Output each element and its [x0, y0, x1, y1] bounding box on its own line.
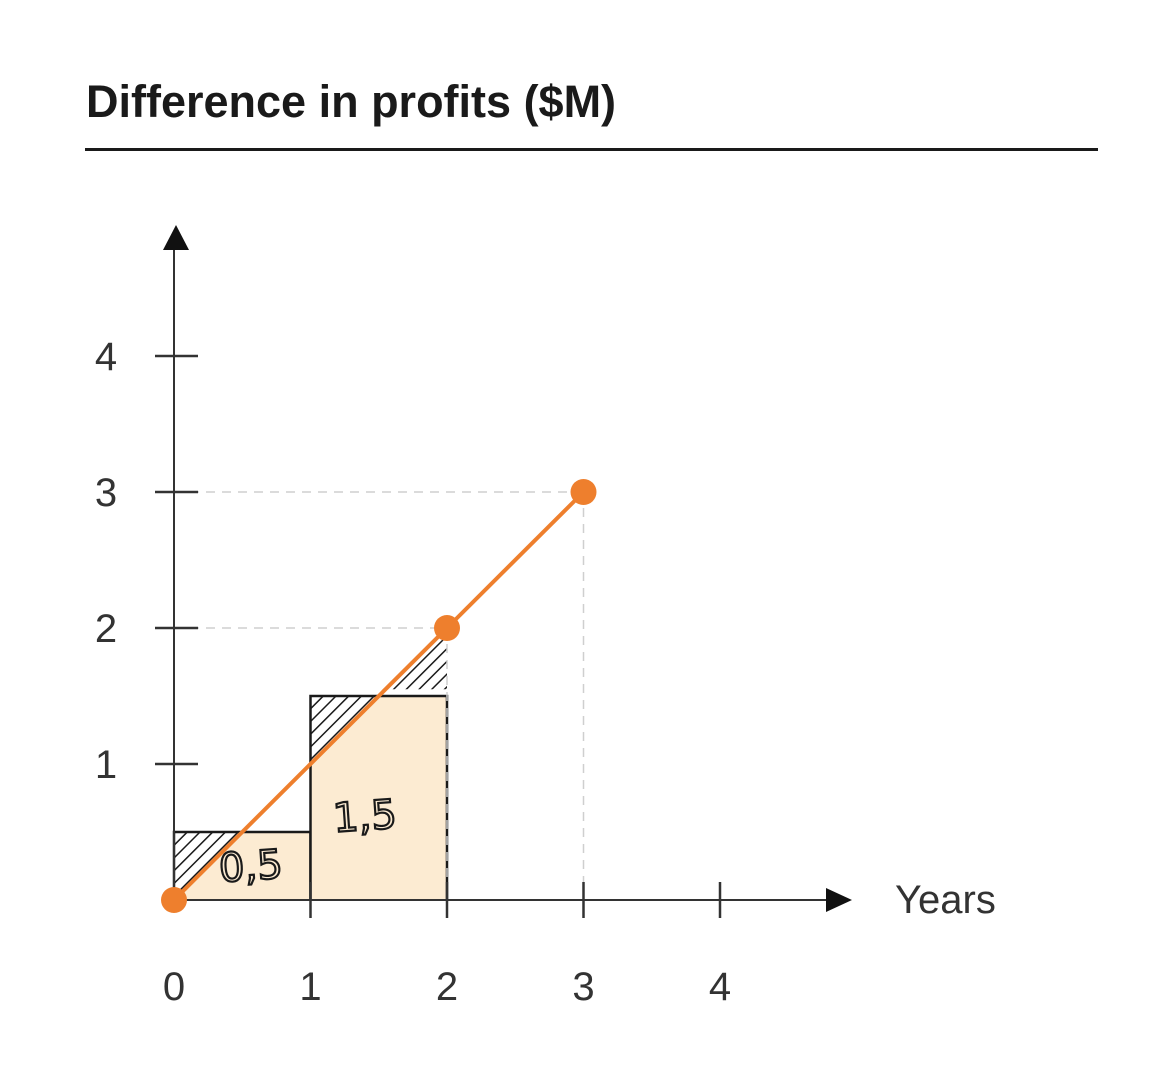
labels-layer: 0 1 2 3 4 1 2 3 4 Years 0,5 1,5 — [95, 335, 996, 1009]
title-underline — [85, 148, 1098, 151]
series-point-0-1 — [434, 615, 460, 641]
guide-lines-layer — [174, 491, 585, 900]
x-axis-arrow — [826, 888, 852, 912]
axes-layer — [155, 225, 852, 918]
x-tick-label-2: 2 — [436, 965, 458, 1009]
x-tick-label-0: 0 — [163, 965, 185, 1009]
y-tick-label-3: 3 — [95, 471, 117, 515]
x-tick-label-4: 4 — [709, 965, 731, 1009]
rectangle-label-0: 0,5 — [217, 842, 284, 892]
y-axis-arrow — [163, 225, 189, 250]
y-tick-label-4: 4 — [95, 335, 117, 379]
series-layer — [161, 479, 597, 913]
x-tick-label-3: 3 — [572, 965, 594, 1009]
chart-title: Difference in profits ($M) — [86, 76, 617, 127]
y-tick-label-2: 2 — [95, 607, 117, 651]
series-point-0-2 — [570, 479, 597, 505]
series-point-0-0 — [161, 887, 187, 913]
rectangle-label-1: 1,5 — [331, 792, 398, 842]
x-axis-label: Years — [895, 878, 996, 922]
x-tick-label-1: 1 — [299, 965, 321, 1009]
y-tick-label-1: 1 — [95, 743, 117, 787]
